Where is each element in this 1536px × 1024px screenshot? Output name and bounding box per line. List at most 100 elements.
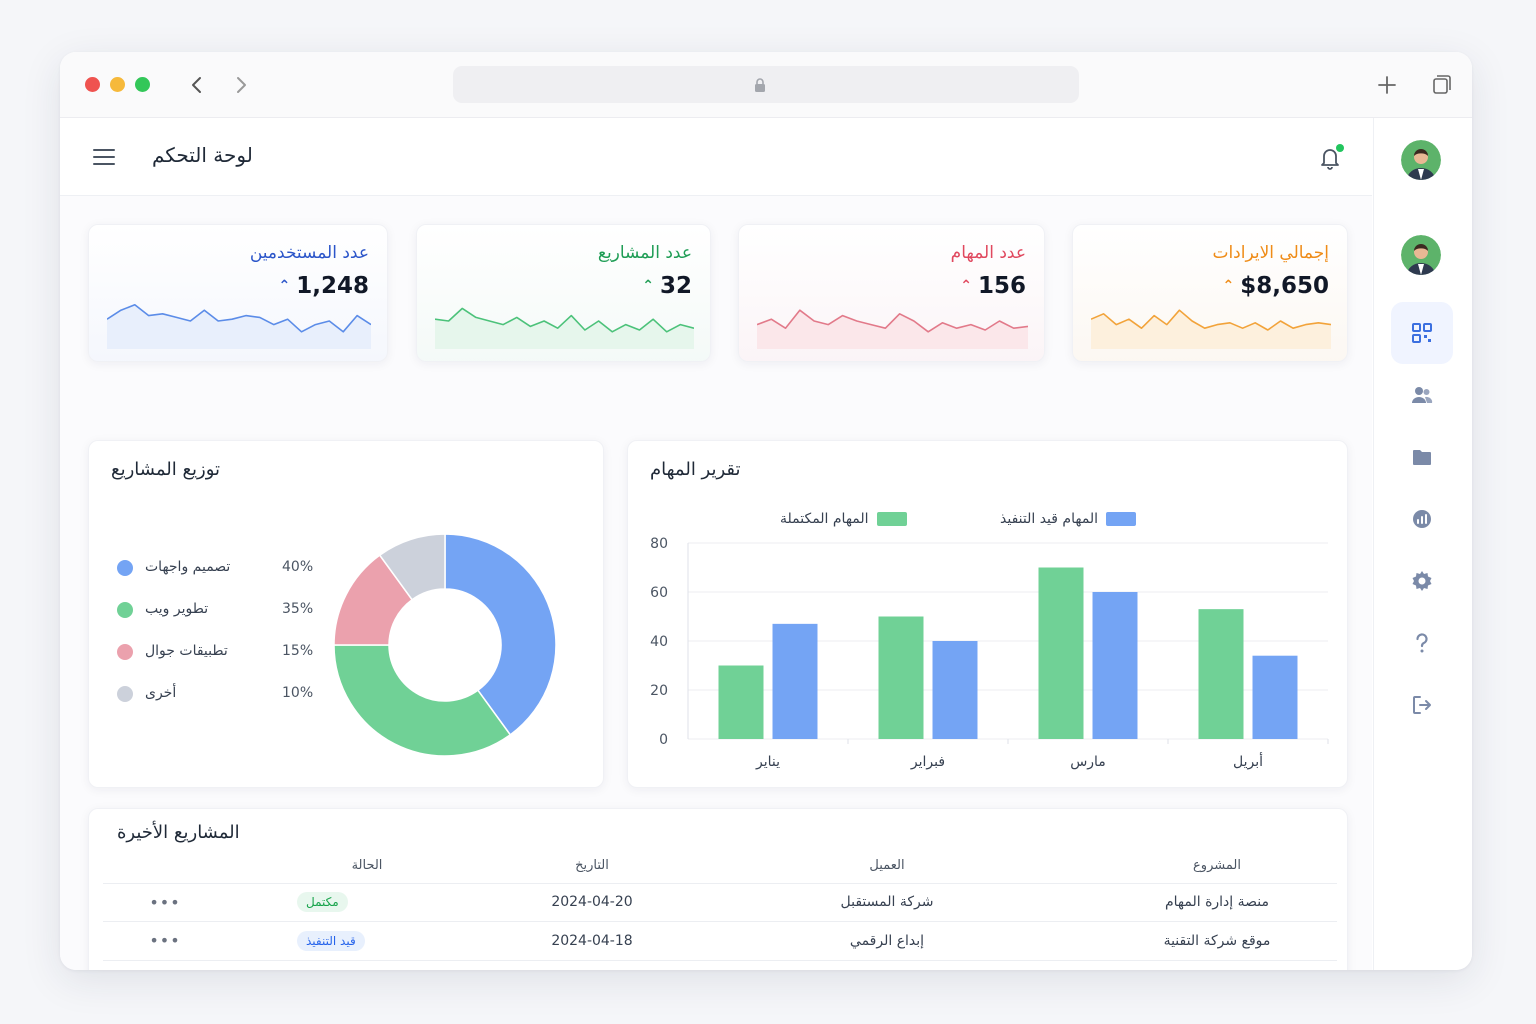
page-title: لوحة التحكم — [152, 143, 253, 167]
stat-value: ⌃ 32 — [642, 273, 692, 299]
status-badge: مكتمل — [297, 892, 348, 913]
row-actions: ••• — [103, 960, 227, 970]
help-icon — [1416, 633, 1428, 653]
stat-card-projects: عدد المشاريع ⌃ 32 — [416, 224, 711, 362]
stat-label: إجمالي الايرادات — [1212, 243, 1329, 263]
notifications-bell-icon[interactable] — [1316, 144, 1344, 172]
tabs-overview-icon[interactable] — [1427, 72, 1453, 98]
y-tick-label: 60 — [650, 585, 668, 601]
legend-name: أخرى — [145, 685, 177, 701]
sparkline-line — [757, 309, 1028, 333]
table-row[interactable]: منصة إدارة المهام شركة المستقبل 2024-04-20… — [103, 883, 1337, 922]
avatar[interactable] — [1401, 140, 1441, 180]
app-header: لوحة التحكم — [60, 118, 1372, 196]
sparkline-line — [435, 307, 694, 333]
bar — [932, 641, 978, 739]
status-cell: مكتمل — [227, 883, 507, 922]
legend-completed: المهام المكتملة — [780, 511, 907, 527]
sparkline-chart — [435, 307, 694, 349]
maximize-window-dot[interactable] — [135, 77, 150, 92]
table-row[interactable]: تطبيق متجر إلكترونيمتجر سريع2024-04-15 مر… — [103, 960, 1337, 970]
close-window-dot[interactable] — [85, 77, 100, 92]
sparkline-area — [107, 304, 371, 349]
trend-up-icon: ⌃ — [642, 278, 654, 294]
recent-projects-card: المشاريع الأخيرة المشروع العميل التاريخ … — [88, 808, 1348, 970]
donut-slice — [378, 533, 446, 601]
legend-item: تطوير ويب 35% — [117, 599, 317, 621]
project-name: موقع شركة التقنية — [1097, 921, 1337, 961]
status-cell: قيد التنفيذ — [227, 921, 507, 961]
stat-value: ⌃ 1,248 — [278, 273, 370, 299]
more-options-icon[interactable]: ••• — [149, 931, 181, 951]
legend-percent: 40% — [282, 559, 314, 575]
recent-title: المشاريع الأخيرة — [117, 822, 240, 843]
trend-up-icon: ⌃ — [1222, 278, 1235, 294]
project-name: تطبيق متجر إلكتروني — [1097, 960, 1337, 970]
x-tick-label: مارس — [1070, 754, 1106, 770]
bar — [1252, 655, 1298, 739]
stat-card-users: عدد المستخدمين ⌃ 1,248 — [88, 224, 388, 362]
sidebar-item-settings[interactable] — [1391, 550, 1453, 612]
donut-chart — [333, 533, 557, 757]
projects-distribution-card: توزيع المشاريع تصميم واجهات 40% تطوير ويب 3… — [88, 440, 604, 788]
stat-label: عدد المستخدمين — [249, 243, 369, 263]
tasks-report-card: تقرير المهام المهام المكتملة المهام قيد … — [627, 440, 1348, 788]
sidebar-item-users[interactable] — [1391, 364, 1453, 426]
stat-value: ⌃ $8,650 — [1222, 273, 1330, 299]
sparkline-chart — [1091, 309, 1331, 349]
project-date: 2024-04-18 — [507, 921, 677, 961]
sidebar-item-projects[interactable] — [1391, 426, 1453, 488]
chart-title: تقرير المهام — [650, 459, 741, 480]
sidebar-item-dashboard[interactable] — [1391, 302, 1453, 364]
sparkline-chart — [107, 304, 371, 349]
table-row[interactable]: موقع شركة التقنية إبداع الرقمي 2024-04-18 ق… — [103, 921, 1337, 961]
stat-card-revenue: إجمالي الايرادات ⌃ $8,650 — [1072, 224, 1348, 362]
forward-arrow-icon[interactable] — [228, 70, 256, 100]
x-tick-label: يناير — [755, 754, 780, 770]
settings-icon — [1412, 571, 1432, 591]
legend-item: أخرى 10% — [117, 683, 317, 705]
stat-label: عدد المهام — [950, 243, 1026, 263]
client-name: متجر سريع — [677, 960, 1097, 970]
sparkline-area — [1091, 310, 1331, 349]
donut-slice — [333, 644, 512, 757]
col-status: الحالة — [227, 849, 507, 884]
sparkline-chart — [757, 309, 1028, 349]
sparkline-area — [435, 308, 694, 349]
address-bar[interactable] — [453, 66, 1079, 103]
folder-icon — [1413, 450, 1431, 465]
analytics-icon — [1413, 510, 1431, 528]
sidebar-item-help[interactable] — [1391, 612, 1453, 674]
legend-name: تصميم واجهات — [145, 559, 231, 575]
bar — [718, 665, 764, 739]
y-tick-label: 80 — [650, 536, 668, 552]
legend-name: تطبيقات جوال — [145, 643, 228, 659]
legend-swatch — [876, 512, 907, 526]
minimize-window-dot[interactable] — [110, 77, 125, 92]
bar — [878, 616, 924, 739]
legend-percent: 35% — [282, 601, 314, 617]
more-options-icon[interactable]: ••• — [149, 892, 181, 912]
sidebar-item-reports[interactable] — [1391, 488, 1453, 550]
stat-value: ⌃ 156 — [960, 273, 1026, 299]
sidebar-item-logout[interactable] — [1391, 674, 1453, 736]
bar — [1198, 609, 1244, 739]
sparkline-line — [1091, 309, 1331, 331]
col-actions — [103, 849, 227, 884]
back-arrow-icon[interactable] — [182, 70, 210, 100]
client-name: إبداع الرقمي — [677, 921, 1097, 961]
bar — [772, 623, 818, 739]
legend-dot — [117, 686, 133, 702]
menu-icon[interactable] — [92, 145, 116, 169]
legend-in-progress: المهام قيد التنفيذ — [1000, 511, 1137, 527]
col-client: العميل — [677, 849, 1097, 884]
y-tick-label: 20 — [650, 683, 668, 699]
col-project: المشروع — [1097, 849, 1337, 884]
legend-dot — [117, 644, 133, 660]
project-date: 2024-04-20 — [507, 883, 677, 922]
bar — [1038, 567, 1084, 739]
new-tab-icon[interactable] — [1374, 72, 1400, 98]
sidebar-avatar[interactable] — [1401, 235, 1441, 275]
trend-up-icon: ⌃ — [960, 278, 972, 294]
trend-up-icon: ⌃ — [278, 278, 291, 294]
